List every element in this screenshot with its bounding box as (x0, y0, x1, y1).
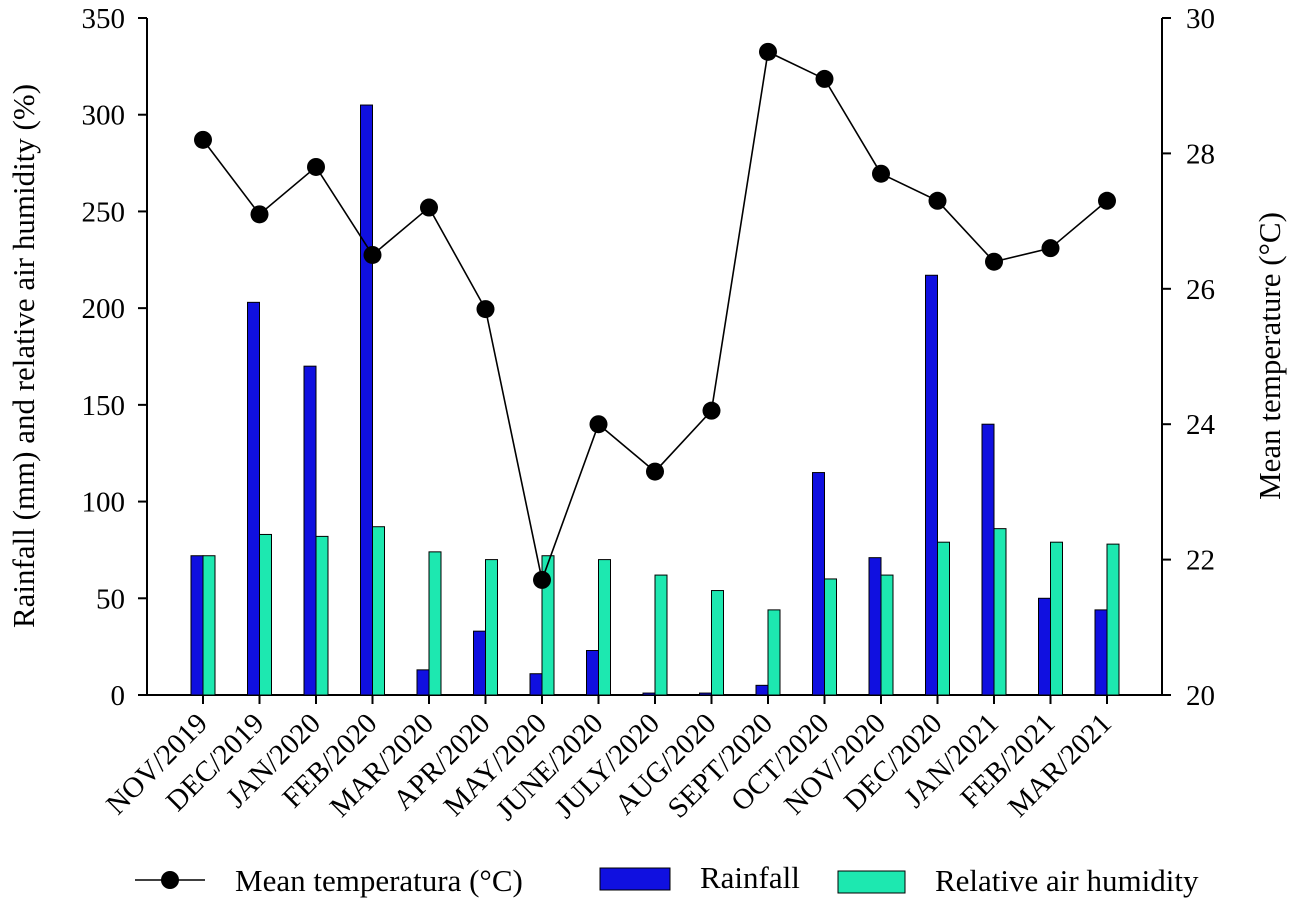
legend-entry-rainfall: Rainfall (599, 860, 800, 895)
temperature-line (202, 50, 1108, 583)
humidity-bar (880, 574, 894, 696)
legend-entry-humidity: Relative air humidity (837, 863, 1199, 898)
legend-swatch-humidity (837, 870, 906, 894)
temperature-point (533, 570, 551, 589)
temperature-point (759, 42, 777, 61)
temperature-point (589, 415, 608, 434)
humidity-bar (937, 541, 950, 696)
humidity-bar (259, 533, 272, 696)
left-tick-label: 150 (82, 390, 126, 422)
left-ticks: 0 50 100 150 200 250 300 350 (82, 3, 147, 712)
temperature-point (363, 245, 382, 264)
left-tick-label: 350 (82, 3, 126, 35)
rainfall-bar (755, 684, 769, 696)
rainfall-bar (1038, 597, 1051, 696)
legend-label-rainfall: Rainfall (700, 860, 800, 895)
rainfall-bar (812, 472, 825, 696)
legend: Mean temperatura (°C) Rainfall Relative … (135, 860, 1199, 898)
temperature-point (1041, 239, 1060, 258)
temperature-point (928, 191, 947, 210)
legend-swatch-rainfall (599, 867, 671, 891)
temperature-point (420, 198, 438, 217)
temperature-point (702, 401, 721, 420)
humidity-bar (1106, 543, 1120, 696)
left-tick-label: 0 (111, 680, 126, 712)
temperature-point (646, 462, 664, 481)
rainfall-bar (529, 673, 543, 696)
rainfall-bar (1094, 609, 1108, 696)
temperature-point (985, 252, 1003, 271)
right-ticks: 20 22 24 26 28 30 (1162, 3, 1216, 712)
rainfall-bar (981, 423, 995, 696)
y-axis-title: Rainfall (mm) and relative air humidity … (6, 84, 41, 628)
temperature-point (815, 69, 834, 88)
right-tick-label: 28 (1186, 138, 1215, 170)
rainfall-bar (925, 274, 938, 696)
temperature-point (872, 164, 890, 183)
rainfall-bar (642, 692, 656, 696)
bars (190, 104, 1120, 696)
left-tick-label: 200 (82, 293, 126, 325)
humidity-bar (711, 590, 724, 696)
left-tick-label: 50 (96, 583, 125, 615)
humidity-bar (202, 555, 216, 696)
temperature-point (194, 130, 212, 149)
legend-label-humidity: Relative air humidity (935, 863, 1199, 898)
category-labels: NOV/2019DEC/2019JAN/2020FEB/2020MAR/2020… (100, 695, 1118, 827)
left-tick-label: 300 (82, 100, 126, 132)
right-tick-label: 30 (1186, 3, 1215, 35)
rainfall-bar (190, 555, 204, 696)
temperature-point (250, 205, 269, 224)
rainfall-bar (699, 692, 712, 696)
humidity-bar (824, 578, 837, 696)
humidity-bar (485, 559, 498, 696)
rainfall-bar (303, 365, 317, 696)
rainfall-bar (247, 301, 260, 696)
humidity-bar (767, 609, 781, 696)
humidity-bar (541, 555, 555, 696)
humidity-bar (1050, 541, 1063, 696)
right-tick-label: 20 (1186, 680, 1215, 712)
right-tick-label: 24 (1186, 409, 1216, 441)
legend-marker-swatch (161, 871, 179, 889)
rainfall-bar (360, 104, 373, 696)
legend-entry-temperature: Mean temperatura (°C) (135, 863, 523, 898)
rainfall-bar (586, 650, 599, 696)
humidity-bar (428, 551, 442, 696)
humidity-bar (315, 535, 329, 696)
rainfall-bar (416, 669, 430, 696)
temperature-line-series (194, 42, 1116, 589)
temperature-point (1098, 191, 1116, 210)
rainfall-bar (868, 557, 882, 696)
rainfall-bar (473, 630, 486, 696)
left-tick-label: 100 (82, 487, 126, 519)
right-tick-label: 26 (1186, 274, 1215, 306)
temperature-point (476, 300, 495, 319)
right-tick-label: 22 (1186, 545, 1215, 577)
y2-axis-title: Mean temperature (°C) (1252, 212, 1287, 500)
legend-label-temperature: Mean temperatura (°C) (235, 863, 523, 898)
humidity-bar (993, 528, 1007, 696)
humidity-bar (598, 559, 611, 696)
humidity-bar (654, 574, 668, 696)
temperature-point (307, 157, 325, 176)
left-tick-label: 250 (82, 196, 126, 228)
humidity-bar (372, 526, 385, 696)
